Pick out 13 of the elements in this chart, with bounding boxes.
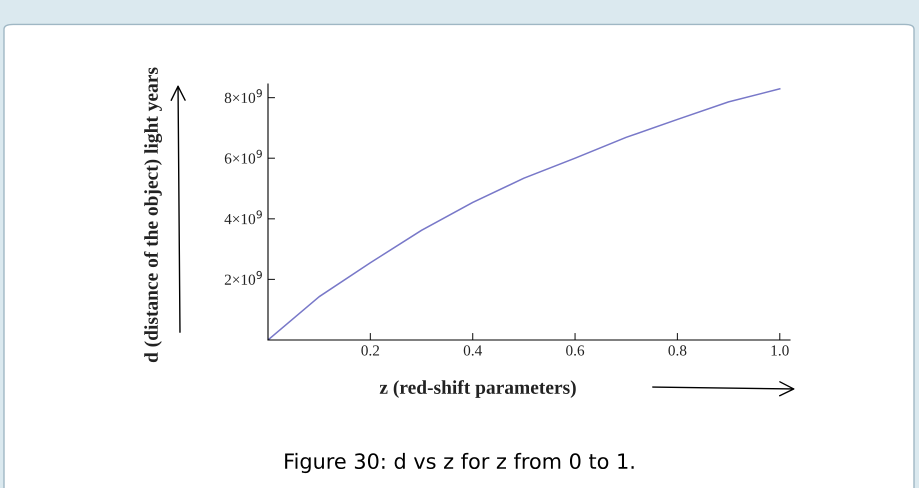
y-tick-label: 4×10$^{9}$ bbox=[224, 210, 262, 224]
y-tick-label: 8×10$^{9}$ bbox=[224, 89, 262, 104]
x-tick-label: 0.4 bbox=[464, 345, 482, 356]
x-tick-label: 0.2 bbox=[361, 345, 380, 356]
y-axis-title: d (distance of the object) light years bbox=[144, 68, 162, 362]
x-tick-label: 0.6 bbox=[566, 345, 584, 356]
x-tick-label: 1.0 bbox=[772, 345, 789, 356]
line-series bbox=[268, 88, 781, 340]
y-tick-label: 6×10$^{9}$ bbox=[224, 150, 262, 164]
x-tick-label: 0.8 bbox=[668, 345, 686, 356]
x-axis-title: z (red-shift parameters) bbox=[380, 380, 576, 398]
caption: Figure 30: d vs z for z from 0 to 1. bbox=[285, 452, 634, 474]
y-tick-label: 2×10$^{9}$ bbox=[224, 270, 262, 285]
